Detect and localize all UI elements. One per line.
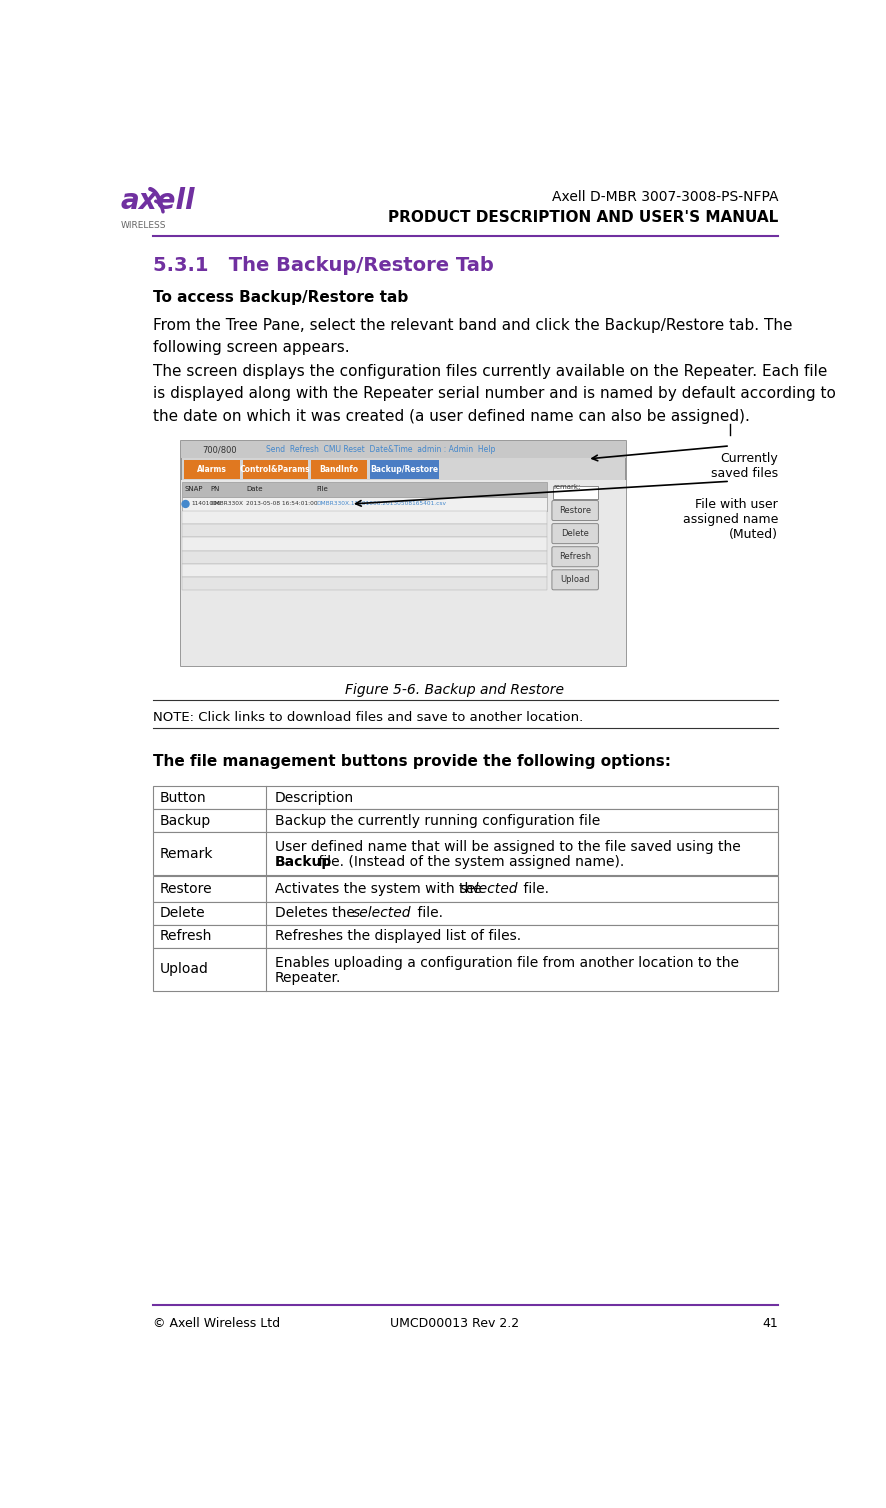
Bar [183,460,240,480]
Text: User defined name that will be assigned to the file saved using the: User defined name that will be assigned … [275,840,741,854]
Circle shape [182,501,189,507]
Text: Delete: Delete [159,906,206,920]
Bar [153,949,778,991]
Text: Activates the system with the: Activates the system with the [275,882,486,896]
Text: The file management buttons provide the following options:: The file management buttons provide the … [153,754,672,769]
Text: NOTE: Click links to download files and save to another location.: NOTE: Click links to download files and … [153,710,584,724]
Bar [182,511,548,525]
Text: UMCD00013 Rev 2.2: UMCD00013 Rev 2.2 [390,1318,518,1330]
Text: Alarms: Alarms [197,464,227,474]
Bar [182,525,548,537]
Text: Send  Refresh  CMU Reset  Date&Time  admin : Admin  Help: Send Refresh CMU Reset Date&Time admin :… [266,445,495,454]
Text: SNAP: SNAP [184,487,203,492]
Text: File: File [316,487,328,492]
Bar [153,832,778,876]
FancyBboxPatch shape [552,523,598,543]
Bar [182,537,548,550]
Bar [554,486,598,499]
Text: Upload: Upload [561,576,590,584]
Text: 2013-05-08 16:54:01:00: 2013-05-08 16:54:01:00 [246,502,318,507]
Bar [153,902,778,924]
Text: axell: axell [120,187,195,216]
Text: Date: Date [246,487,263,492]
Text: DMBR330X: DMBR330X [210,502,243,507]
Text: file.: file. [413,906,443,920]
Text: From the Tree Pane, select the relevant band and click the Backup/Restore tab. T: From the Tree Pane, select the relevant … [153,318,793,356]
Text: PRODUCT DESCRIPTION AND USER'S MANUAL: PRODUCT DESCRIPTION AND USER'S MANUAL [388,210,778,225]
Text: 5.3.1   The Backup/Restore Tab: 5.3.1 The Backup/Restore Tab [153,256,494,276]
Bar [182,550,548,564]
Text: selected: selected [353,906,411,920]
Bar [182,564,548,576]
Text: Delete: Delete [561,529,589,538]
Bar [153,924,778,949]
FancyBboxPatch shape [552,570,598,590]
Text: Control&Params: Control&Params [240,464,311,474]
Text: Refresh: Refresh [559,552,591,561]
Text: Backup: Backup [275,855,332,870]
Text: Button: Button [159,790,206,805]
Bar [181,481,626,667]
Bar [153,876,778,902]
Text: PN: PN [210,487,220,492]
Text: Enables uploading a configuration file from another location to the: Enables uploading a configuration file f… [275,956,739,970]
Bar [311,460,368,480]
Text: remark:: remark: [554,484,581,490]
Text: 11401006: 11401006 [191,502,221,507]
Text: 41: 41 [762,1318,778,1330]
Text: DMBR330X.11401006.20130508165401.csv: DMBR330X.11401006.20130508165401.csv [316,502,447,507]
Bar [182,483,548,496]
Bar [182,576,548,590]
Text: Restore: Restore [559,507,591,516]
Text: To access Backup/Restore tab: To access Backup/Restore tab [153,291,408,305]
Text: File with user
assigned name
(Muted): File with user assigned name (Muted) [682,498,778,541]
Bar [182,496,548,511]
Bar [243,460,308,480]
Text: Upload: Upload [159,962,208,977]
Text: Currently
saved files: Currently saved files [711,452,778,480]
Text: Repeater.: Repeater. [275,971,341,985]
Bar [369,460,439,480]
Text: Restore: Restore [159,882,213,896]
Text: Refresh: Refresh [159,929,212,944]
Bar [153,810,778,832]
Text: Backup: Backup [159,814,211,828]
FancyBboxPatch shape [552,501,598,520]
Text: Refreshes the displayed list of files.: Refreshes the displayed list of files. [275,929,521,944]
Text: Axell D-MBR 3007-3008-PS-NFPA: Axell D-MBR 3007-3008-PS-NFPA [551,190,778,204]
Text: Backup/Restore: Backup/Restore [370,464,439,474]
Text: file. (Instead of the system assigned name).: file. (Instead of the system assigned na… [314,855,624,870]
Text: The screen displays the configuration files currently available on the Repeater.: The screen displays the configuration fi… [153,365,836,424]
Bar [181,442,626,458]
Text: file.: file. [519,882,549,896]
Text: BandInfo: BandInfo [320,464,359,474]
Bar [181,442,626,667]
Bar [153,786,778,810]
Text: selected: selected [460,882,518,896]
Text: Figure 5-6. Backup and Restore: Figure 5-6. Backup and Restore [345,683,563,697]
Text: Remark: Remark [159,847,213,861]
Text: Backup the currently running configuration file: Backup the currently running configurati… [275,814,601,828]
Text: © Axell Wireless Ltd: © Axell Wireless Ltd [153,1318,281,1330]
FancyBboxPatch shape [552,547,598,567]
Text: Description: Description [275,790,354,805]
Text: 700/800: 700/800 [202,445,237,454]
Text: WIRELESS: WIRELESS [120,222,167,231]
Text: Deletes the: Deletes the [275,906,360,920]
